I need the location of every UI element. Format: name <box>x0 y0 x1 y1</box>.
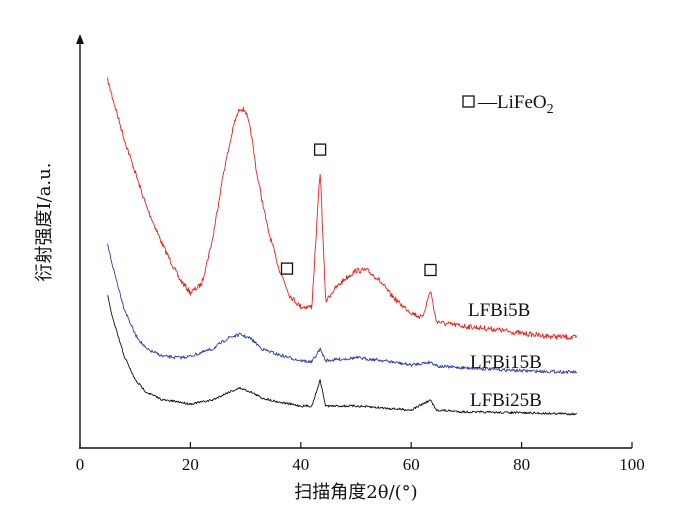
x-tick-label: 40 <box>292 455 309 474</box>
legend-text: —LiFeO2 <box>477 92 554 117</box>
y-axis-label: 衍射强度I/a.u. <box>34 163 55 282</box>
legend-square-icon <box>462 95 475 108</box>
x-tick-label: 0 <box>76 455 85 474</box>
series-label-lfbi5b: LFBi5B <box>468 300 530 321</box>
series-line-lfbi15b <box>107 243 577 374</box>
x-ticks: 0 20 40 60 80 100 <box>76 442 645 474</box>
series-line-lfbi25b <box>107 295 577 416</box>
x-tick-label: 20 <box>182 455 199 474</box>
x-tick-label: 100 <box>619 455 645 474</box>
series-label-lfbi15b: LFBi15B <box>470 352 542 373</box>
peak-marker-square-icon <box>280 262 294 275</box>
peak-marker-square-icon <box>424 263 437 277</box>
peak-marker-square-icon <box>313 143 327 156</box>
series-label-lfbi25b: LFBi25B <box>470 390 542 411</box>
series-line-lfbi5b <box>107 77 578 340</box>
peak-markers <box>280 143 437 277</box>
x-axis-label: 扫描角度2θ/(°) <box>294 482 417 503</box>
legend-subscript: 2 <box>547 102 554 117</box>
x-tick-label: 80 <box>513 455 530 474</box>
series-group <box>107 77 578 416</box>
legend: —LiFeO2 <box>462 92 554 117</box>
x-tick-label: 60 <box>403 455 420 474</box>
